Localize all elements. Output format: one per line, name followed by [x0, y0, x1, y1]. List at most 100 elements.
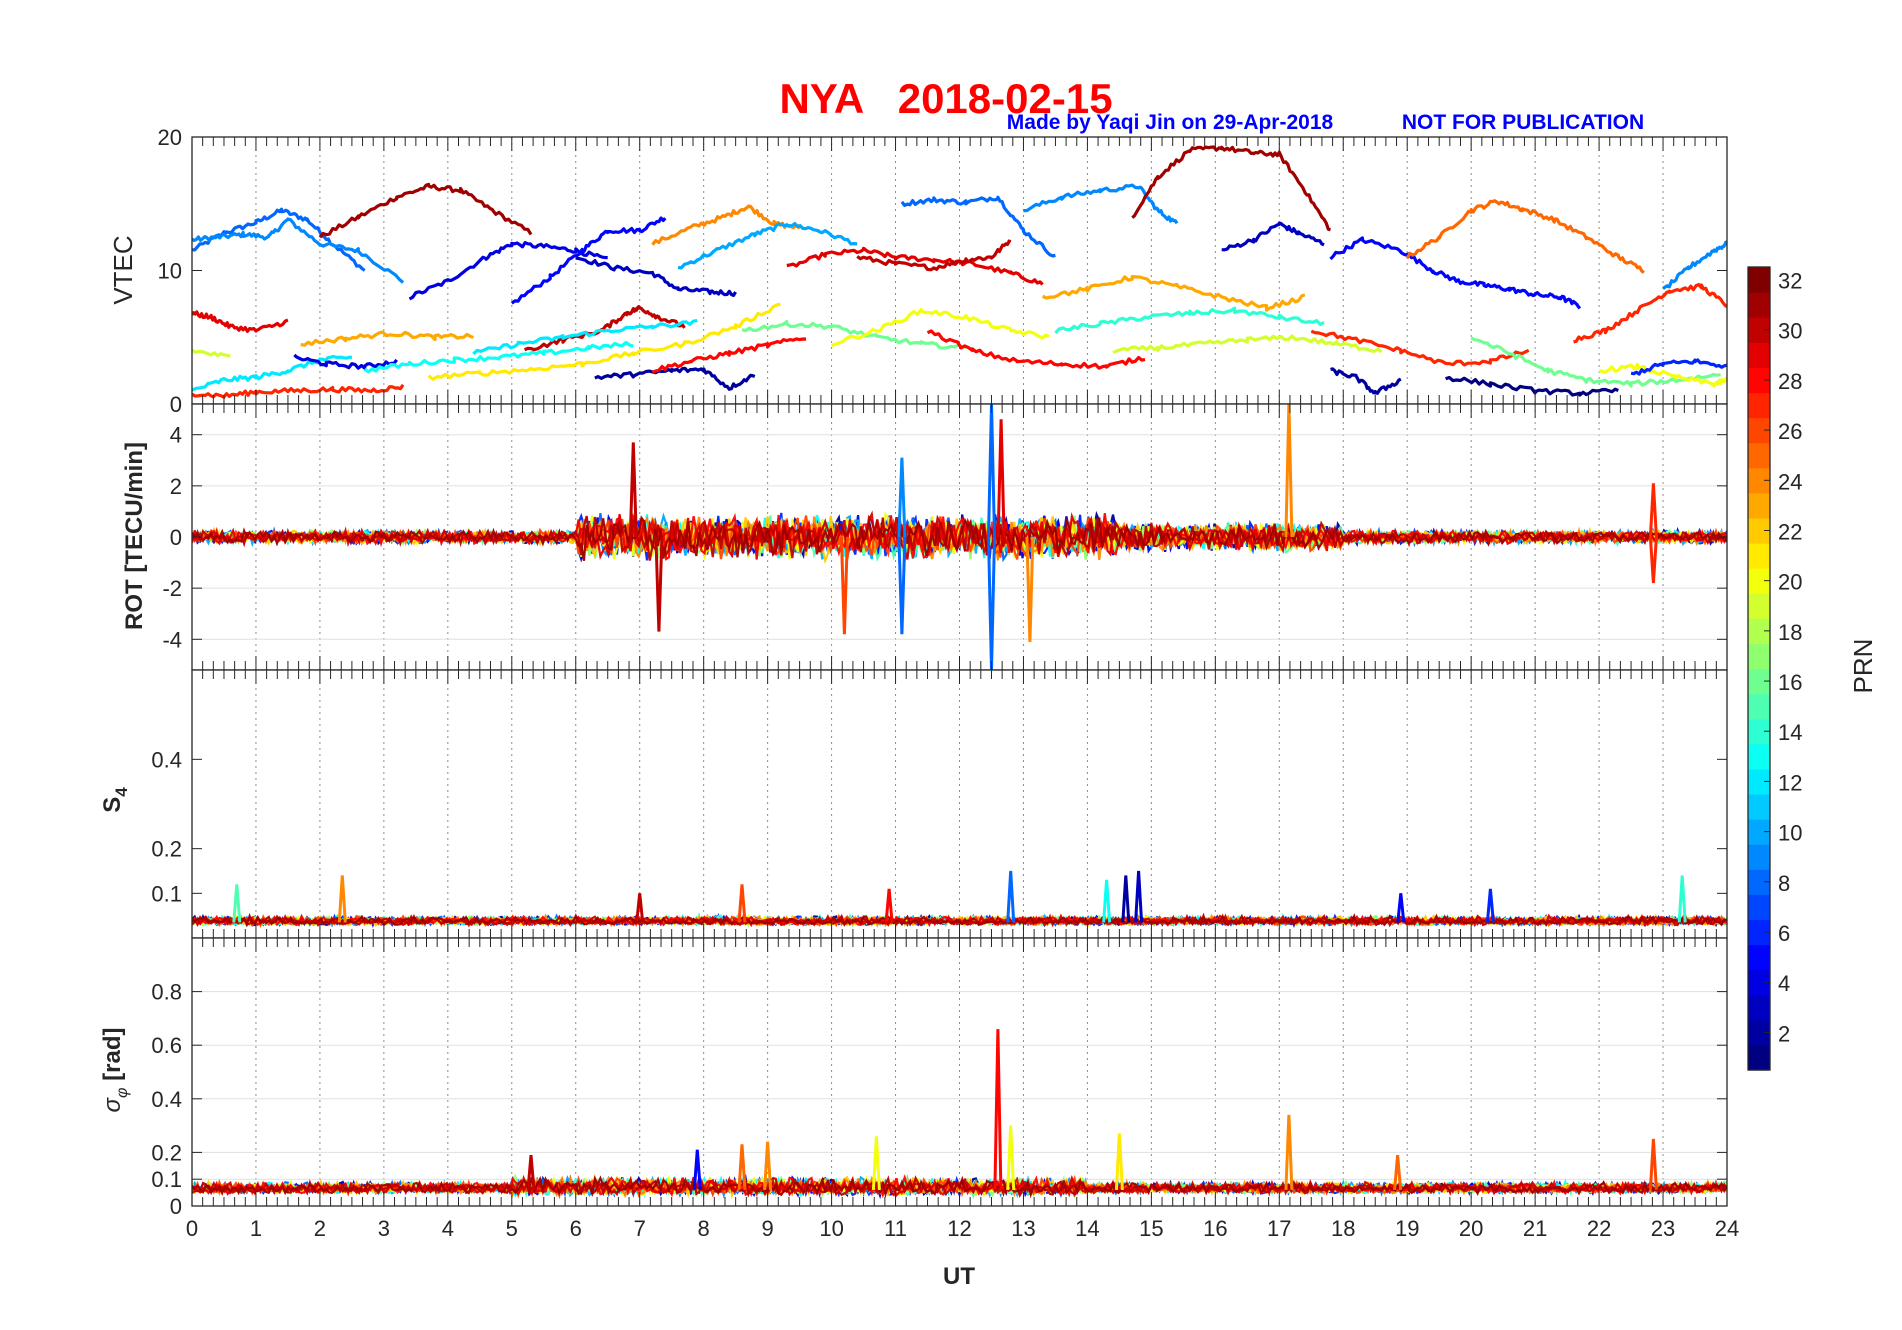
- s4-panel: 0.1 0.2 0.4: [151, 669, 1728, 939]
- x-axis-label: UT: [943, 1263, 975, 1290]
- vtec-panel: 0 10 20: [158, 125, 1728, 417]
- series-group: [192, 870, 1727, 929]
- colorbar-segment: [1748, 367, 1770, 394]
- vtec-series-line: [1112, 334, 1383, 355]
- x-tick-label: 15: [1139, 1216, 1163, 1241]
- x-tick-label: 11: [884, 1216, 907, 1241]
- colorbar-tick-label: 30: [1778, 319, 1802, 344]
- colorbar-segment: [1748, 793, 1770, 820]
- y-tick-label: 2: [170, 474, 182, 499]
- spike-mark: [692, 1149, 702, 1191]
- y-tick-label: 10: [158, 259, 182, 284]
- vtec-series-line: [192, 310, 289, 333]
- vtec-series-line: [472, 319, 698, 355]
- colorbar-tick-label: 10: [1778, 821, 1802, 846]
- y-tick-label: -2: [162, 576, 182, 601]
- colorbar-segment: [1748, 593, 1770, 619]
- vtec-axis-label: VTEC: [108, 235, 138, 304]
- spike-mark: [1284, 1114, 1294, 1190]
- y-tick-label: 0: [170, 392, 182, 417]
- vtec-series-line: [1330, 367, 1402, 395]
- spike-mark: [1648, 483, 1658, 538]
- colorbar-segment: [1748, 894, 1770, 921]
- vtec-series-line: [427, 302, 781, 381]
- rot-axis-label: ROT [TECU/min]: [121, 442, 148, 630]
- series-group: [192, 404, 1727, 670]
- vtec-series-line: [523, 305, 686, 352]
- colorbar-tick-label: 20: [1778, 570, 1802, 595]
- x-tick-label: 13: [1011, 1216, 1035, 1241]
- spike-mark: [1284, 404, 1294, 538]
- colorbar-segment: [1748, 392, 1770, 419]
- spike-mark: [1025, 536, 1035, 642]
- vtec-series-line: [1630, 358, 1727, 376]
- x-tick-label: 16: [1203, 1216, 1227, 1241]
- x-tick-label: 9: [762, 1216, 774, 1241]
- vtec-series-line: [1573, 283, 1727, 344]
- colorbar-segment: [1748, 844, 1770, 870]
- colorbar-tick-label: 16: [1778, 670, 1802, 695]
- spike-mark: [884, 888, 894, 923]
- x-tick-label: 1: [250, 1216, 262, 1241]
- x-tick-label: 7: [634, 1216, 646, 1241]
- x-tick-label: 19: [1395, 1216, 1419, 1241]
- colorbar-segment: [1748, 643, 1770, 670]
- x-tick-label: 0: [186, 1216, 198, 1241]
- vtec-series-line: [856, 239, 1012, 272]
- x-tick-label: 2: [314, 1216, 326, 1241]
- colorbar-tick-label: 32: [1778, 269, 1802, 294]
- rot-panel: -4 -2 0 2 4: [162, 403, 1728, 671]
- spike-mark: [897, 536, 907, 635]
- colorbar-segment: [1748, 768, 1770, 795]
- spike-mark: [737, 884, 747, 923]
- x-tick-label: 20: [1459, 1216, 1483, 1241]
- vtec-series-line: [192, 348, 231, 358]
- colorbar-frame: [1747, 266, 1771, 1071]
- vtec-series-line: [926, 329, 1146, 370]
- y-tick-label: 0.1: [151, 881, 182, 906]
- s4-axis-label: S4: [99, 787, 131, 813]
- spike-mark: [526, 1154, 536, 1191]
- y-tick-label: 0.4: [151, 1087, 182, 1112]
- vtec-series-line: [1131, 145, 1331, 232]
- colorbar-segment: [1748, 994, 1770, 1021]
- spike-mark: [1006, 1125, 1016, 1190]
- colorbar-segment: [1748, 969, 1770, 996]
- y-tick-label: 0.2: [151, 837, 182, 862]
- vtec-series-line: [1662, 240, 1727, 290]
- vtec-series-line: [293, 353, 398, 370]
- spike-mark: [737, 1144, 747, 1190]
- x-tick-label: 22: [1587, 1216, 1611, 1241]
- colorbar-tick-label: 14: [1778, 720, 1802, 745]
- y-tick-label: 20: [158, 125, 182, 150]
- spike-mark: [987, 404, 996, 538]
- colorbar-tick-label: 8: [1778, 871, 1790, 896]
- y-tick-label: 0.2: [151, 1140, 182, 1165]
- colorbar-segment: [1748, 919, 1770, 946]
- colorbar-tick-label: 6: [1778, 921, 1790, 946]
- spike-mark: [654, 536, 664, 632]
- spike-mark: [897, 457, 907, 538]
- series-group: [192, 145, 1727, 399]
- colorbar-tick-label: 18: [1778, 620, 1802, 645]
- spike-mark: [871, 1136, 881, 1190]
- spike-mark: [628, 442, 638, 538]
- series-group: [192, 1029, 1727, 1200]
- vtec-series-line: [1598, 362, 1727, 388]
- x-tick-label: 6: [570, 1216, 582, 1241]
- colorbar-segment: [1748, 543, 1770, 569]
- spike-mark: [1677, 875, 1687, 923]
- x-tick-label: 14: [1075, 1216, 1099, 1241]
- vtec-series-line: [830, 308, 1050, 348]
- noise-series-line: [192, 515, 1727, 561]
- noise-series-line: [192, 912, 1727, 928]
- colorbar-segment: [1748, 517, 1770, 544]
- spike-mark: [232, 884, 242, 923]
- spike-mark: [1102, 879, 1112, 923]
- vtec-series-line: [408, 241, 608, 301]
- vtec-series-line: [1329, 236, 1582, 310]
- spike-mark: [993, 1029, 1003, 1190]
- spike-mark: [987, 536, 996, 670]
